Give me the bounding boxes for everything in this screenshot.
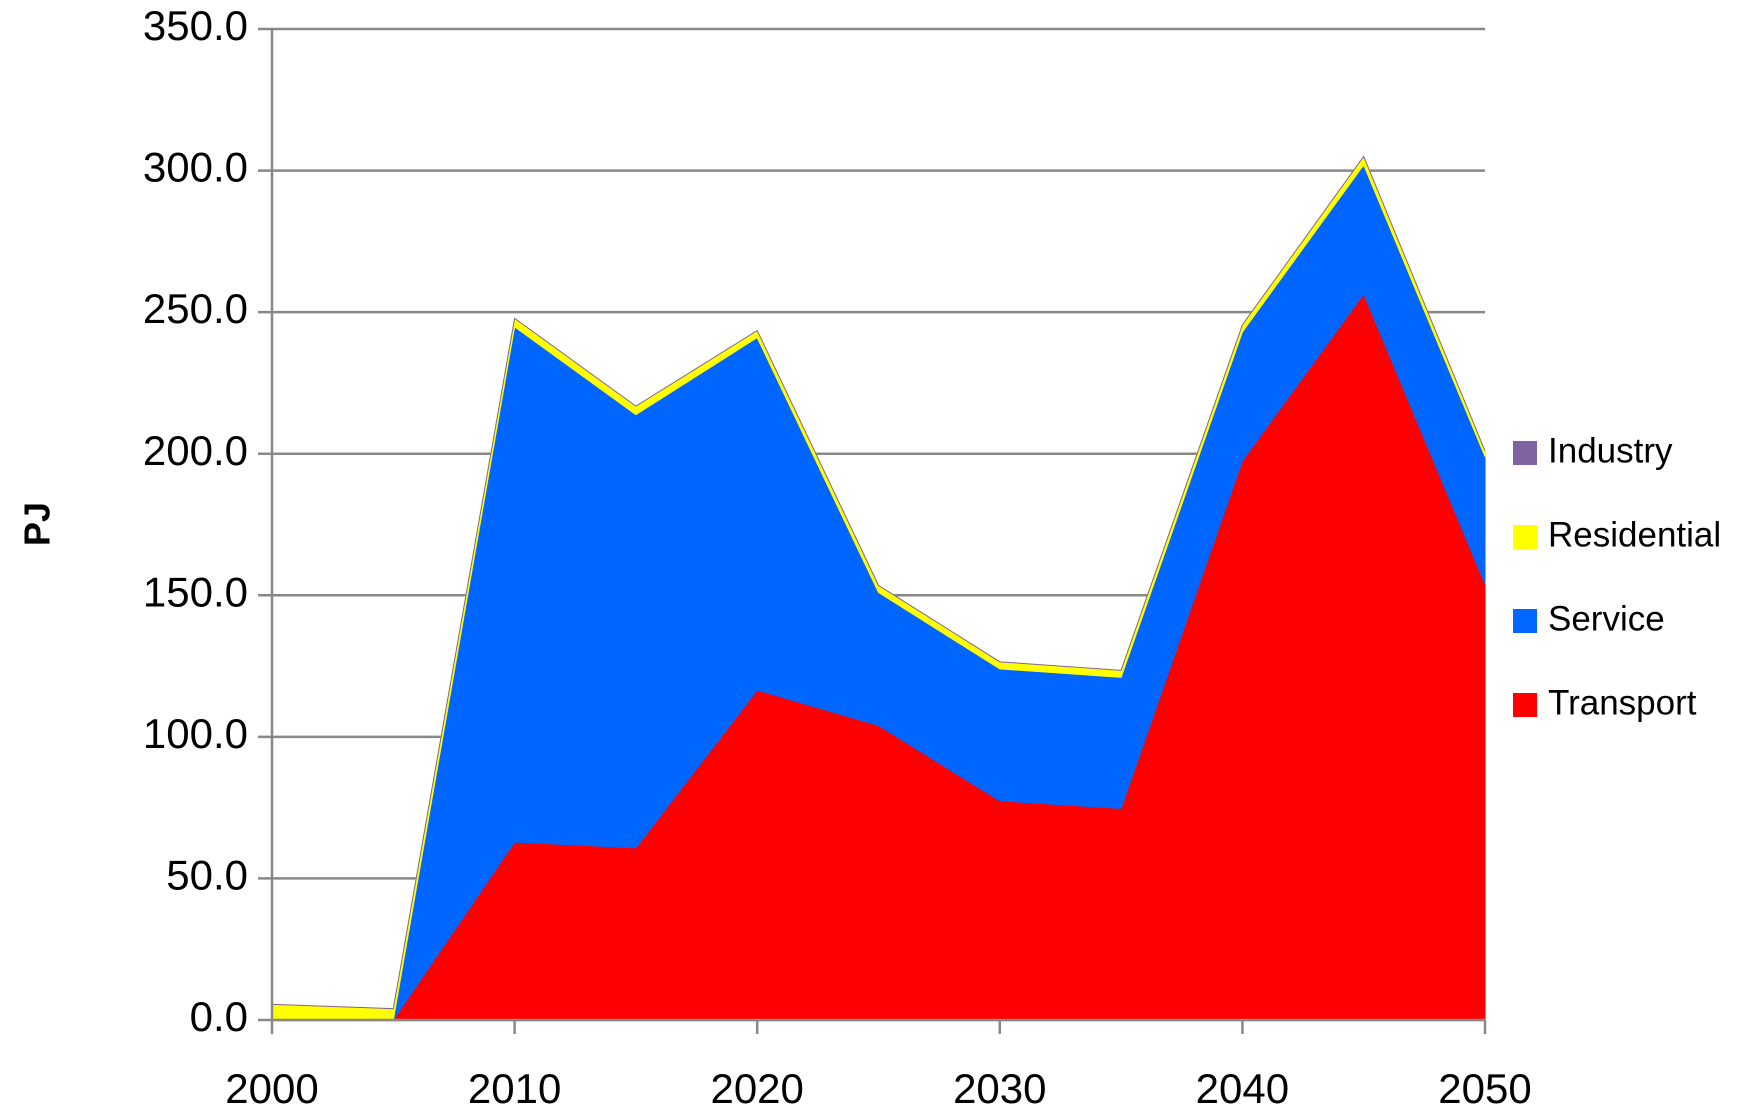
y-tick-label: 300.0: [143, 144, 248, 191]
x-tick-label: 2020: [710, 1065, 803, 1112]
legend-swatch: [1513, 525, 1537, 549]
legend-label: Residential: [1548, 515, 1721, 554]
x-tick-label: 2030: [953, 1065, 1046, 1112]
legend-label: Industry: [1548, 431, 1673, 470]
x-tick-label: 2010: [468, 1065, 561, 1112]
legend-swatch: [1513, 609, 1537, 633]
legend-swatch: [1513, 693, 1537, 717]
x-tick-label: 2050: [1438, 1065, 1531, 1112]
y-axis-label: PJ: [17, 502, 58, 546]
y-tick-label: 50.0: [166, 852, 248, 899]
y-tick-label: 350.0: [143, 2, 248, 49]
y-tick-label: 150.0: [143, 568, 248, 615]
legend-label: Transport: [1548, 683, 1697, 722]
y-tick-label: 100.0: [143, 710, 248, 757]
legend-swatch: [1513, 441, 1537, 465]
x-tick-label: 2040: [1196, 1065, 1289, 1112]
x-tick-label: 2000: [225, 1065, 318, 1112]
y-tick-label: 200.0: [143, 427, 248, 474]
y-tick-label: 250.0: [143, 285, 248, 332]
legend-label: Service: [1548, 599, 1665, 638]
y-tick-label: 0.0: [190, 993, 248, 1040]
